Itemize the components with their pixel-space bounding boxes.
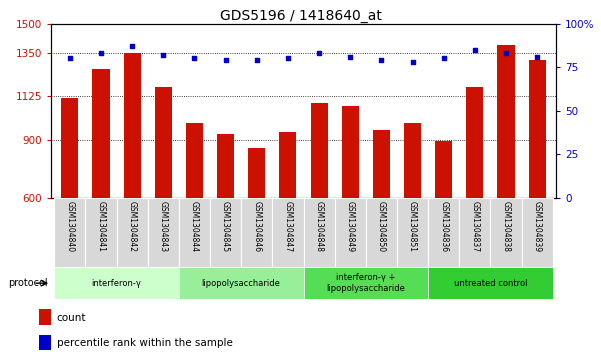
- Bar: [93, 69, 109, 314]
- Text: interferon-γ +
lipopolysaccharide: interferon-γ + lipopolysaccharide: [326, 273, 405, 293]
- Text: GSM1304837: GSM1304837: [471, 201, 480, 252]
- FancyBboxPatch shape: [428, 198, 459, 267]
- FancyBboxPatch shape: [304, 267, 428, 299]
- FancyBboxPatch shape: [397, 198, 428, 267]
- Point: [439, 56, 448, 61]
- Text: GSM1304840: GSM1304840: [66, 201, 75, 252]
- FancyBboxPatch shape: [490, 198, 522, 267]
- FancyBboxPatch shape: [85, 198, 117, 267]
- FancyBboxPatch shape: [272, 198, 304, 267]
- Text: GSM1304850: GSM1304850: [377, 201, 386, 252]
- Point: [283, 56, 293, 61]
- Bar: [435, 141, 453, 314]
- Point: [221, 57, 230, 63]
- FancyBboxPatch shape: [335, 198, 366, 267]
- Point: [346, 54, 355, 60]
- Point: [377, 57, 386, 63]
- Text: GSM1304841: GSM1304841: [96, 201, 105, 252]
- Bar: [279, 132, 296, 314]
- Text: GSM1304836: GSM1304836: [439, 201, 448, 252]
- Point: [159, 52, 168, 58]
- Bar: [498, 45, 514, 314]
- Point: [501, 50, 511, 56]
- FancyBboxPatch shape: [459, 198, 490, 267]
- Bar: [311, 103, 328, 314]
- Text: GSM1304851: GSM1304851: [408, 201, 417, 252]
- FancyBboxPatch shape: [54, 198, 85, 267]
- Bar: [404, 123, 421, 314]
- Bar: [466, 86, 483, 314]
- Text: GSM1304838: GSM1304838: [502, 201, 511, 252]
- FancyBboxPatch shape: [179, 267, 304, 299]
- Bar: [342, 106, 359, 314]
- FancyBboxPatch shape: [54, 267, 179, 299]
- Text: GSM1304844: GSM1304844: [190, 201, 199, 252]
- Bar: [61, 98, 78, 314]
- Text: GSM1304845: GSM1304845: [221, 201, 230, 252]
- Point: [96, 50, 106, 56]
- Point: [314, 50, 324, 56]
- Text: GSM1304848: GSM1304848: [314, 201, 323, 252]
- Point: [407, 59, 417, 65]
- Point: [190, 56, 200, 61]
- FancyBboxPatch shape: [522, 198, 553, 267]
- Bar: [154, 86, 172, 314]
- FancyBboxPatch shape: [148, 198, 179, 267]
- FancyBboxPatch shape: [179, 198, 210, 267]
- Text: GSM1304842: GSM1304842: [127, 201, 136, 252]
- FancyBboxPatch shape: [304, 198, 335, 267]
- Point: [65, 56, 75, 61]
- FancyBboxPatch shape: [210, 198, 241, 267]
- FancyBboxPatch shape: [241, 198, 272, 267]
- Text: interferon-γ: interferon-γ: [91, 279, 141, 287]
- Text: protocol: protocol: [8, 278, 48, 288]
- Text: percentile rank within the sample: percentile rank within the sample: [56, 338, 233, 348]
- Text: GSM1304839: GSM1304839: [532, 201, 542, 252]
- Bar: [39, 335, 50, 351]
- FancyBboxPatch shape: [117, 198, 148, 267]
- Text: count: count: [56, 313, 86, 323]
- Point: [127, 43, 137, 49]
- Bar: [217, 134, 234, 314]
- Bar: [373, 130, 390, 314]
- Point: [470, 47, 480, 53]
- Point: [532, 54, 542, 60]
- FancyBboxPatch shape: [428, 267, 553, 299]
- Text: lipopolysaccharide: lipopolysaccharide: [202, 279, 281, 287]
- Bar: [39, 309, 50, 325]
- Bar: [529, 60, 546, 314]
- Point: [252, 57, 261, 63]
- Bar: [248, 148, 265, 314]
- Text: GSM1304847: GSM1304847: [284, 201, 293, 252]
- Text: GDS5196 / 1418640_at: GDS5196 / 1418640_at: [219, 9, 382, 23]
- FancyBboxPatch shape: [366, 198, 397, 267]
- Text: GSM1304846: GSM1304846: [252, 201, 261, 252]
- Bar: [186, 123, 203, 314]
- Text: GSM1304843: GSM1304843: [159, 201, 168, 252]
- Bar: [124, 53, 141, 314]
- Text: untreated control: untreated control: [454, 279, 527, 287]
- Text: GSM1304849: GSM1304849: [346, 201, 355, 252]
